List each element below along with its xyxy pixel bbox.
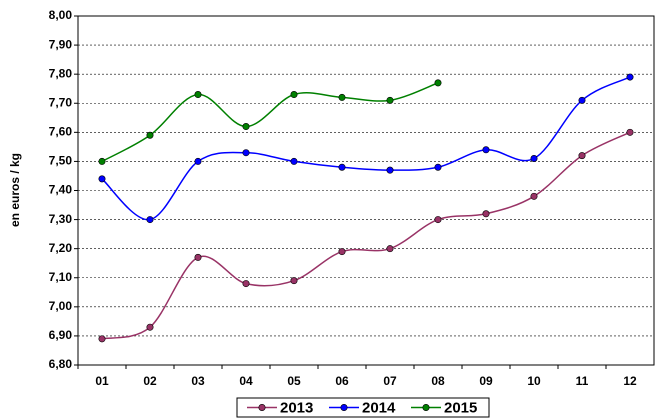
y-tick-label: 6,90 bbox=[49, 328, 73, 342]
point bbox=[146, 323, 154, 331]
y-tick-label: 7,30 bbox=[49, 212, 73, 226]
y-tick-label: 7,50 bbox=[49, 154, 73, 168]
point bbox=[386, 245, 394, 253]
point bbox=[482, 210, 490, 218]
x-tick-label: 03 bbox=[191, 374, 205, 388]
point bbox=[482, 146, 490, 154]
series-line bbox=[101, 131, 631, 340]
x-tick-label: 10 bbox=[527, 374, 541, 388]
point bbox=[530, 155, 538, 163]
point bbox=[338, 163, 346, 171]
point bbox=[290, 91, 298, 99]
y-tick-label: 7,80 bbox=[49, 66, 73, 80]
legend-label: 2014 bbox=[362, 399, 396, 416]
y-tick-label: 7,70 bbox=[49, 95, 73, 109]
x-tick-label: 06 bbox=[335, 374, 349, 388]
point bbox=[338, 248, 346, 256]
point bbox=[386, 166, 394, 174]
point bbox=[434, 163, 442, 171]
point bbox=[578, 96, 586, 104]
point bbox=[578, 152, 586, 160]
x-tick-label: 09 bbox=[479, 374, 493, 388]
y-tick-label: 7,10 bbox=[49, 270, 73, 284]
point bbox=[290, 157, 298, 165]
point bbox=[530, 192, 538, 200]
point bbox=[290, 277, 298, 285]
legend-marker bbox=[422, 403, 430, 411]
point bbox=[338, 93, 346, 101]
x-tick-label: 01 bbox=[95, 374, 109, 388]
x-tick-label: 07 bbox=[383, 374, 397, 388]
point bbox=[242, 123, 250, 131]
x-tick-label: 04 bbox=[239, 374, 253, 388]
legend-marker bbox=[258, 403, 266, 411]
point bbox=[194, 91, 202, 99]
legend-label: 2015 bbox=[444, 399, 477, 416]
x-tick-label: 12 bbox=[623, 374, 637, 388]
point bbox=[146, 131, 154, 139]
x-tick-label: 08 bbox=[431, 374, 445, 388]
point bbox=[242, 149, 250, 157]
y-tick-label: 7,40 bbox=[49, 183, 73, 197]
y-tick-label: 6,80 bbox=[49, 357, 73, 371]
y-tick-label: 7,60 bbox=[49, 125, 73, 139]
point bbox=[98, 335, 106, 343]
legend-label: 2013 bbox=[280, 399, 313, 416]
y-tick-label: 7,90 bbox=[49, 37, 73, 51]
y-tick-label: 7,00 bbox=[49, 299, 73, 313]
x-tick-label: 05 bbox=[287, 374, 301, 388]
point bbox=[434, 216, 442, 224]
point bbox=[98, 157, 106, 165]
point bbox=[626, 73, 634, 81]
point bbox=[146, 216, 154, 224]
legend-box bbox=[236, 397, 490, 418]
x-tick-label: 02 bbox=[143, 374, 157, 388]
point bbox=[626, 128, 634, 136]
point bbox=[194, 157, 202, 165]
point bbox=[194, 253, 202, 261]
point bbox=[386, 96, 394, 104]
series-line bbox=[101, 82, 439, 163]
y-tick-label: 7,20 bbox=[49, 241, 73, 255]
x-tick-label: 11 bbox=[576, 374, 589, 388]
series-line bbox=[101, 76, 631, 221]
point bbox=[242, 280, 250, 288]
point bbox=[98, 175, 106, 183]
y-axis-label: en euros / kg bbox=[8, 153, 22, 227]
y-tick-label: 8,00 bbox=[49, 8, 73, 22]
legend-marker bbox=[340, 403, 348, 411]
point bbox=[434, 79, 442, 87]
